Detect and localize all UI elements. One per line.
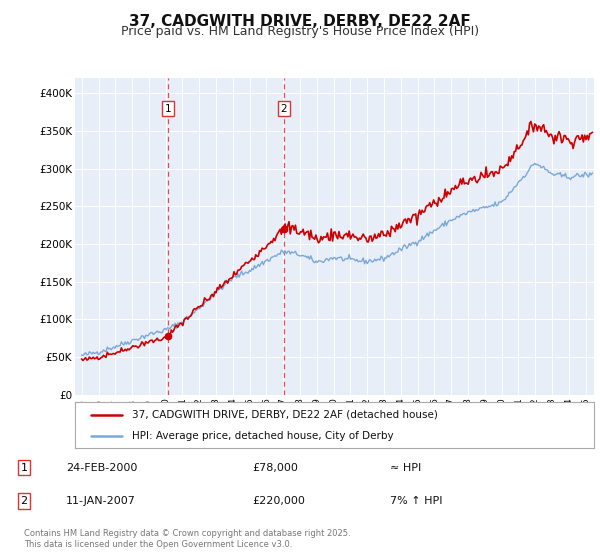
Text: 37, CADGWITH DRIVE, DERBY, DE22 2AF: 37, CADGWITH DRIVE, DERBY, DE22 2AF <box>129 14 471 29</box>
Text: 7% ↑ HPI: 7% ↑ HPI <box>390 496 443 506</box>
Text: HPI: Average price, detached house, City of Derby: HPI: Average price, detached house, City… <box>132 431 394 441</box>
Text: Contains HM Land Registry data © Crown copyright and database right 2025.
This d: Contains HM Land Registry data © Crown c… <box>24 529 350 549</box>
Text: 1: 1 <box>20 463 28 473</box>
Text: £78,000: £78,000 <box>252 463 298 473</box>
Text: 2: 2 <box>20 496 28 506</box>
Text: 1: 1 <box>164 104 171 114</box>
Text: Price paid vs. HM Land Registry's House Price Index (HPI): Price paid vs. HM Land Registry's House … <box>121 25 479 38</box>
Text: 2: 2 <box>281 104 287 114</box>
Text: ≈ HPI: ≈ HPI <box>390 463 421 473</box>
Text: 37, CADGWITH DRIVE, DERBY, DE22 2AF (detached house): 37, CADGWITH DRIVE, DERBY, DE22 2AF (det… <box>132 410 438 420</box>
Text: 11-JAN-2007: 11-JAN-2007 <box>66 496 136 506</box>
Text: £220,000: £220,000 <box>252 496 305 506</box>
Text: 24-FEB-2000: 24-FEB-2000 <box>66 463 137 473</box>
